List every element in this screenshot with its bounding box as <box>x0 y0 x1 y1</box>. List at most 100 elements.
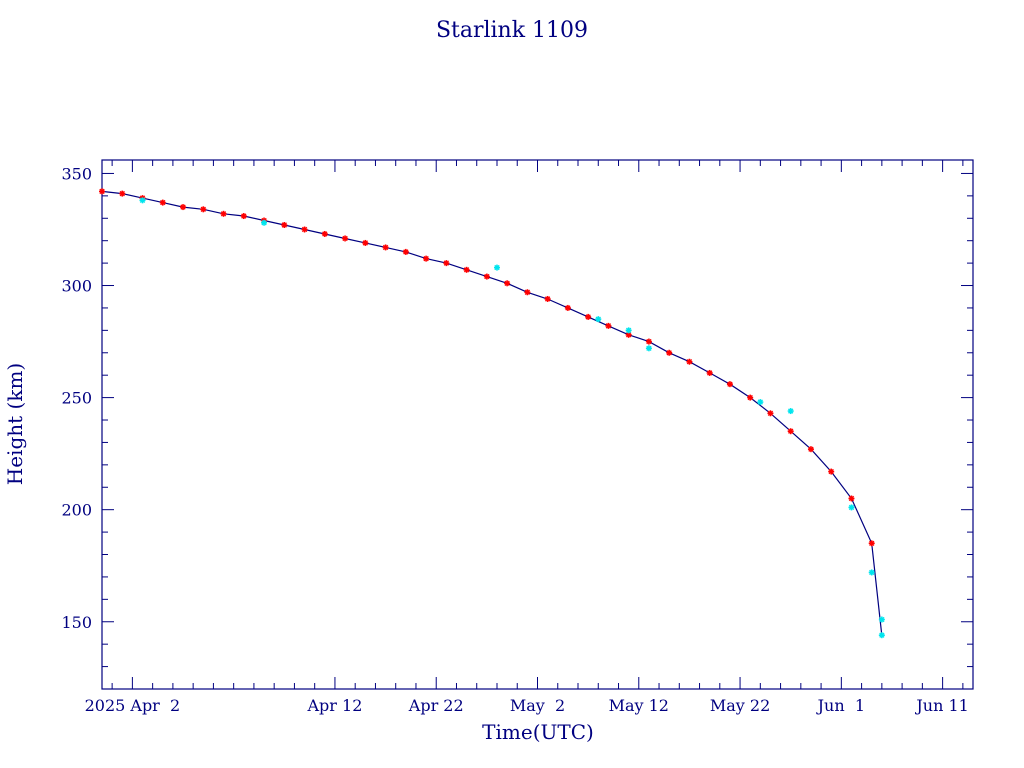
data-point <box>220 210 227 217</box>
marker-stroke <box>646 338 652 345</box>
data-point <box>666 349 673 356</box>
marker-stroke <box>423 255 429 262</box>
series-layer <box>99 188 885 639</box>
data-point-alt <box>139 197 146 204</box>
marker-stroke <box>403 249 409 255</box>
marker-stroke <box>180 204 186 210</box>
marker-stroke <box>484 273 490 280</box>
data-point <box>423 255 430 262</box>
data-point-alt <box>848 504 855 511</box>
data-point <box>402 248 409 255</box>
marker-stroke <box>463 267 470 273</box>
x-tick-label: Apr 22 <box>408 696 464 715</box>
data-point <box>362 239 369 246</box>
data-point-alt <box>261 219 268 226</box>
marker-stroke <box>879 632 885 638</box>
x-tick-label: Jun 1 <box>816 696 865 715</box>
data-point-alt <box>493 264 500 271</box>
marker-stroke <box>200 206 206 213</box>
data-point <box>747 394 754 401</box>
y-axis: 150 200 250 300 350 <box>61 164 973 690</box>
marker-stroke <box>382 244 389 251</box>
data-point <box>463 266 470 273</box>
data-point-alt <box>757 399 764 406</box>
marker-stroke <box>706 370 713 376</box>
data-point-alt <box>595 316 602 323</box>
data-point <box>240 213 247 220</box>
data-point <box>605 322 612 329</box>
data-point <box>868 540 875 547</box>
marker-stroke <box>494 264 500 271</box>
marker-stroke <box>869 569 875 576</box>
y-tick-label: 150 <box>61 613 92 632</box>
marker-stroke <box>848 504 855 511</box>
data-point <box>828 468 835 475</box>
data-point <box>807 446 814 453</box>
marker-stroke <box>595 316 601 322</box>
data-point <box>321 230 328 237</box>
marker-stroke <box>646 345 652 351</box>
marker-stroke <box>757 399 764 405</box>
data-point <box>726 381 733 388</box>
marker-stroke <box>301 226 308 233</box>
marker-stroke <box>139 197 146 204</box>
marker-stroke <box>565 305 571 311</box>
marker-stroke <box>625 332 632 338</box>
data-point-alt <box>625 327 632 334</box>
y-tick-label: 350 <box>61 164 92 183</box>
data-point <box>585 313 592 320</box>
data-point <box>342 235 349 242</box>
marker-stroke <box>625 327 632 334</box>
marker-stroke <box>808 446 814 452</box>
marker-stroke <box>788 408 794 414</box>
data-point <box>686 358 693 365</box>
marker-stroke <box>261 220 267 226</box>
data-point <box>564 304 571 311</box>
marker-stroke <box>666 350 672 356</box>
x-axis-label: Time(UTC) <box>482 720 594 744</box>
data-point <box>382 244 389 251</box>
data-point <box>787 428 794 435</box>
x-tick-label: Apr 12 <box>306 696 362 715</box>
marker-stroke <box>99 188 105 195</box>
chart-title: Starlink 1109 <box>436 18 588 43</box>
x-tick-label: May 12 <box>609 696 669 715</box>
data-point <box>200 206 207 213</box>
data-point <box>159 199 166 206</box>
data-point <box>483 273 490 280</box>
plot-frame <box>101 159 974 690</box>
marker-stroke <box>848 495 855 502</box>
marker-stroke <box>322 231 328 237</box>
x-tick-label: May 22 <box>710 696 770 715</box>
data-point <box>281 222 288 229</box>
marker-stroke <box>727 381 733 387</box>
marker-stroke <box>281 222 287 228</box>
data-point <box>645 338 652 345</box>
data-point-alt <box>645 345 652 352</box>
x-tick-label: 2025 Apr 2 <box>85 696 181 715</box>
x-axis: 2025 Apr 2 Apr 12 Apr 22 May 2 May 12 May 22 J… <box>85 160 969 715</box>
y-axis-label: Height (km) <box>3 363 27 485</box>
marker-stroke <box>767 410 774 416</box>
data-point <box>524 289 531 296</box>
y-tick-label: 250 <box>61 389 92 408</box>
data-point <box>504 280 511 287</box>
marker-stroke <box>879 616 885 623</box>
marker-stroke <box>241 213 247 219</box>
data-point <box>706 369 713 376</box>
marker-stroke <box>686 359 693 365</box>
data-point <box>301 226 308 233</box>
data-point <box>99 188 105 195</box>
x-tick-label: Jun 11 <box>914 696 968 715</box>
data-point-alt <box>787 408 794 415</box>
marker-stroke <box>504 280 510 286</box>
y-tick-label: 300 <box>61 277 92 296</box>
data-point-alt <box>868 569 875 576</box>
marker-stroke <box>443 260 450 266</box>
data-point <box>544 295 551 302</box>
marker-stroke <box>362 240 369 246</box>
data-point <box>848 495 855 502</box>
marker-stroke <box>788 428 794 434</box>
marker-stroke <box>119 190 125 197</box>
